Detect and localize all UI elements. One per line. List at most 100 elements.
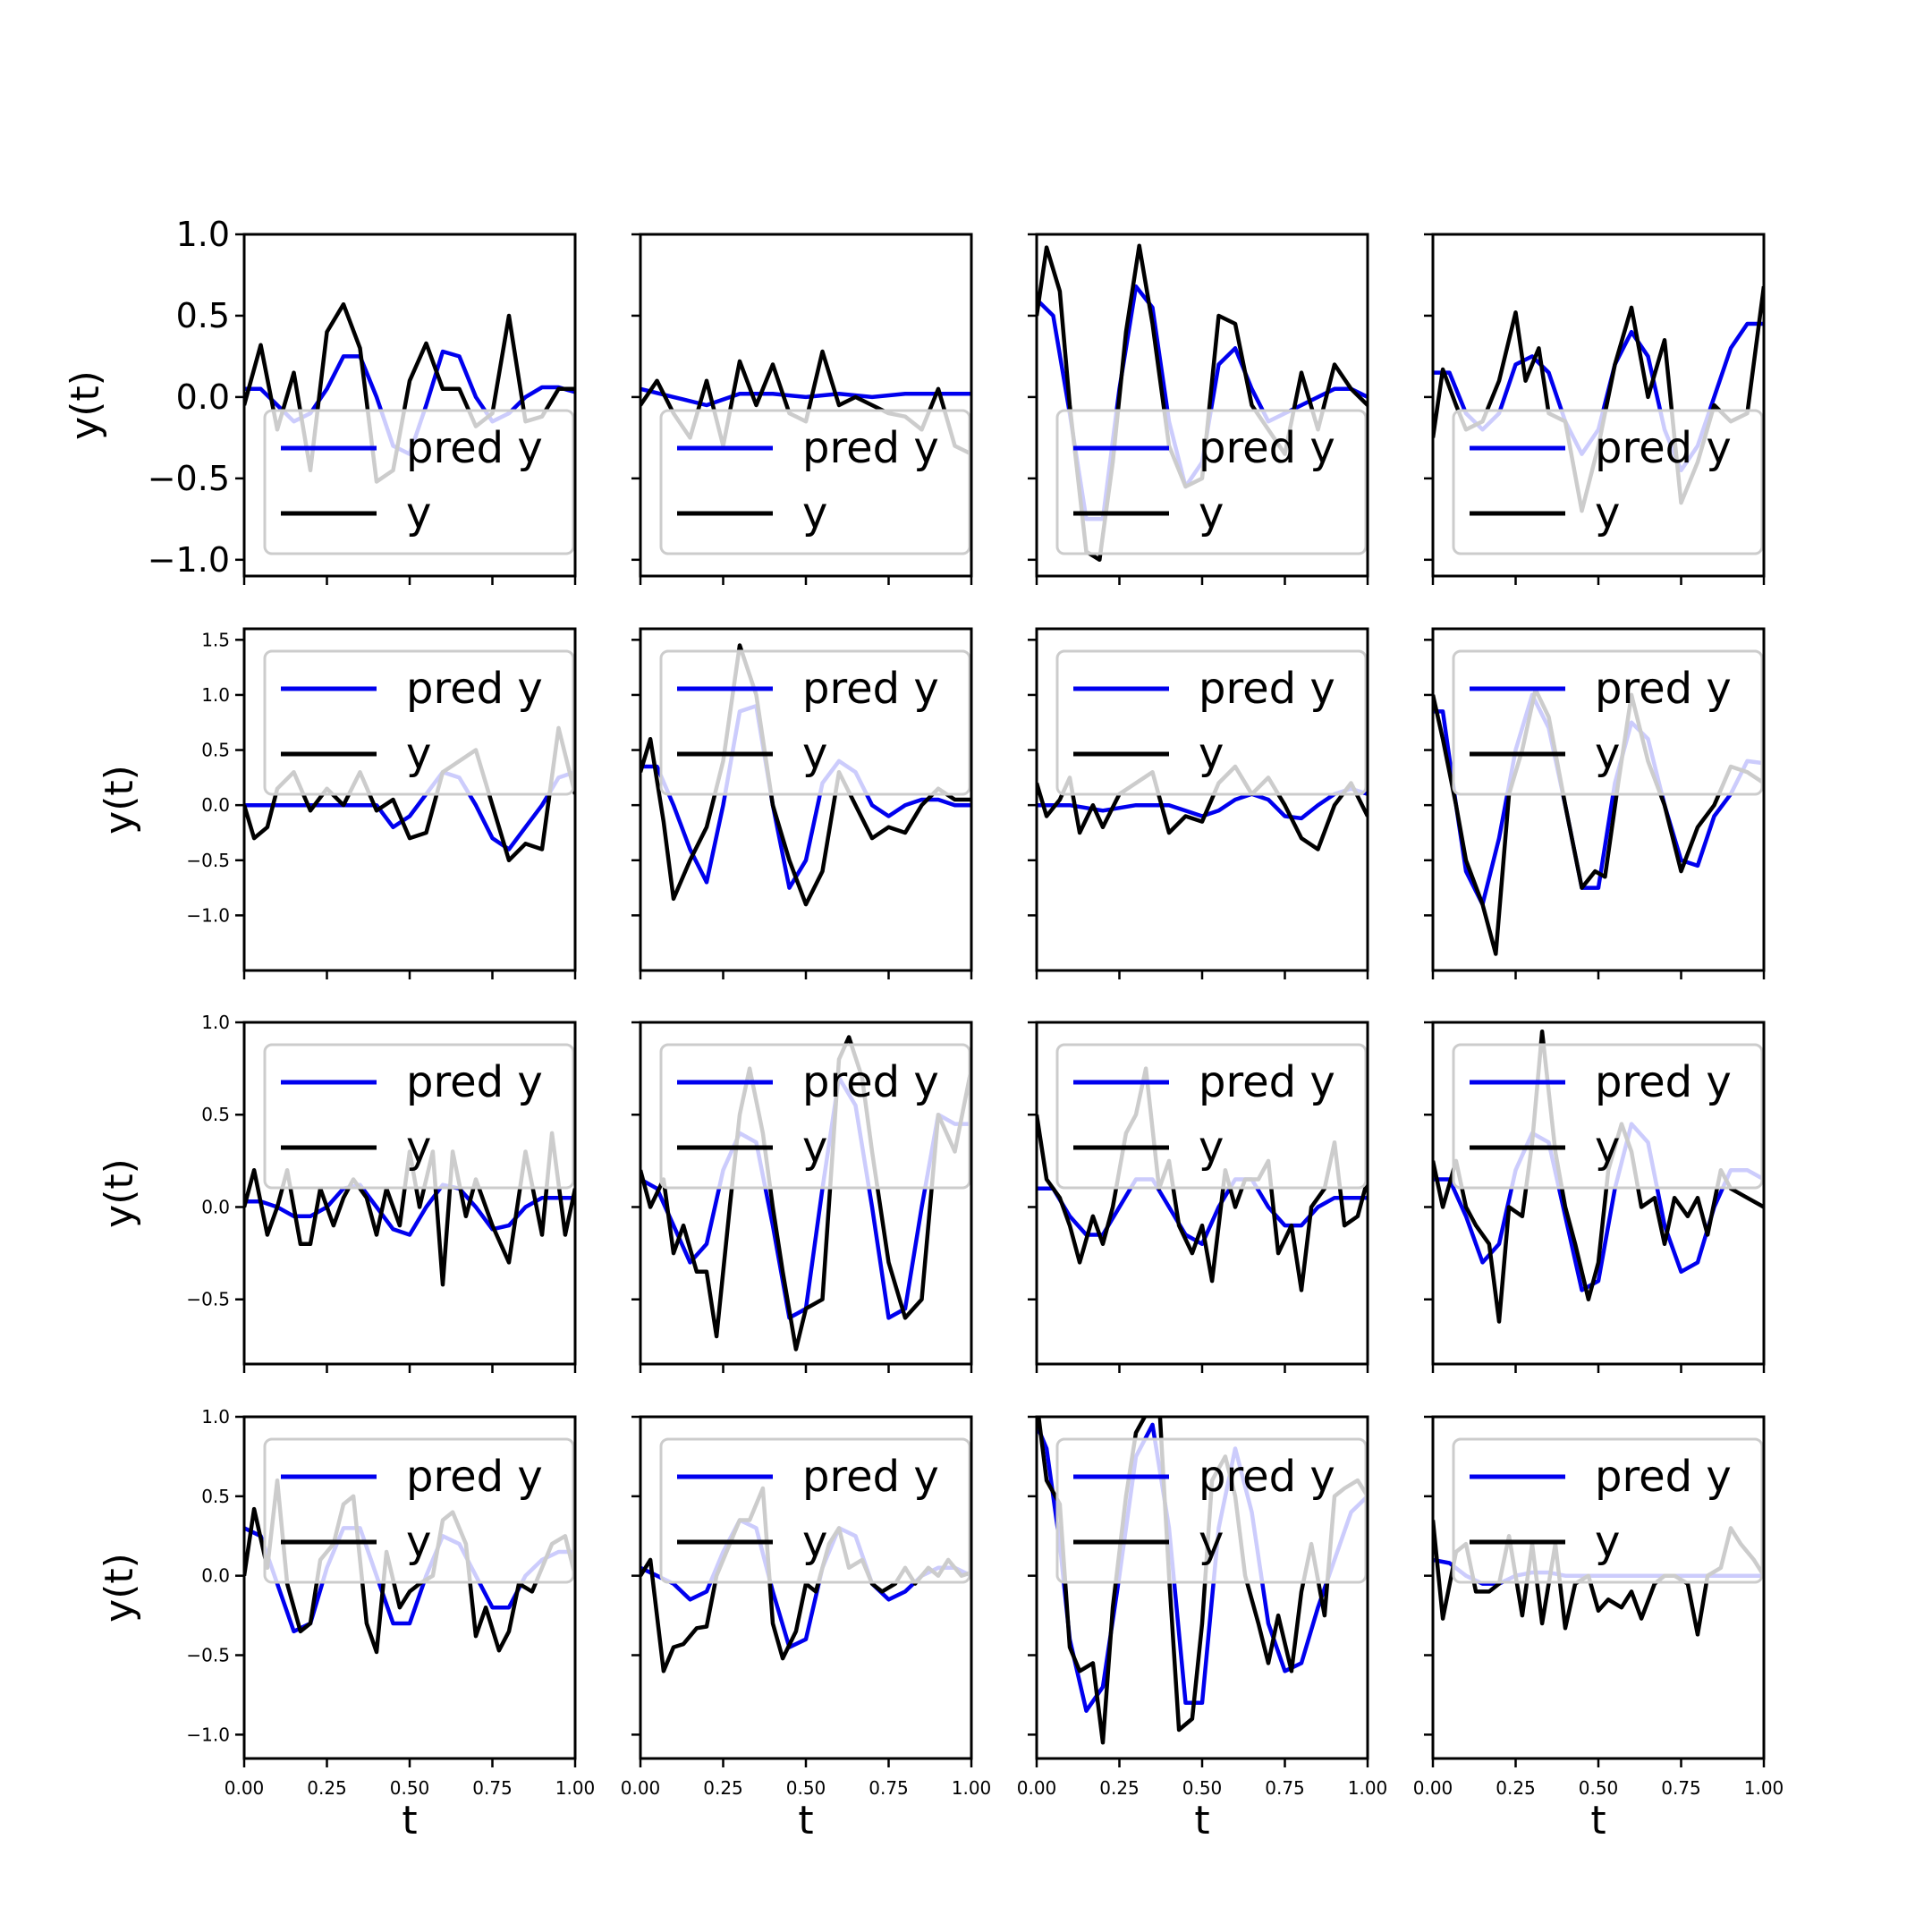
- legend-pred-y-label: pred y: [406, 664, 543, 714]
- legend-pred-y-label: pred y: [1595, 1057, 1732, 1107]
- legend-pred-y-label: pred y: [1199, 1057, 1335, 1107]
- legend-pred-y-label: pred y: [802, 423, 939, 473]
- legend-pred-y-label: pred y: [406, 423, 543, 473]
- legend-pred-y-label: pred y: [406, 1057, 543, 1107]
- y-axis-label: y(t): [63, 370, 108, 440]
- y-tick-label: 1.5: [201, 629, 230, 650]
- legend-y-label: y: [1595, 488, 1620, 538]
- subplot-grid: pred yy1.00.50.0−0.5−1.0y(t)pred yypred …: [63, 215, 1784, 1843]
- pred-y-line: [640, 386, 971, 408]
- series-group: [244, 1478, 575, 1655]
- subplot-r2-c0: pred y y 1.0 0.5 0.0 −0.5 y(t): [97, 1012, 577, 1373]
- x-tick-label: 0.50: [786, 1777, 826, 1799]
- y-tick-label: −0.5: [186, 1289, 230, 1310]
- subplot-r3-c0: pred y y 1.0 0.5 0.0 −0.5 −1.0 0.00 0.25 0.50 0.75…: [97, 1406, 595, 1843]
- y-tick-label: 0.5: [201, 1104, 230, 1125]
- legend-y-label: y: [406, 1517, 431, 1567]
- legend-y-label: y: [406, 488, 431, 538]
- pred-y-line: [244, 1182, 575, 1237]
- series-group: [640, 1035, 971, 1352]
- legend-y-label: y: [1199, 729, 1224, 779]
- y-tick-label: −0.5: [148, 459, 230, 498]
- x-tick-label: 0.75: [1265, 1777, 1305, 1799]
- y-tick-label: −1.0: [186, 1724, 230, 1745]
- x-axis-label: t: [1590, 1798, 1606, 1843]
- x-tick-label: 1.00: [1348, 1777, 1388, 1799]
- legend-pred-y-label: pred y: [802, 1452, 939, 1502]
- subplot-r1-c1: pred y y: [631, 627, 973, 979]
- series-group: [640, 643, 971, 907]
- legend-y-label: y: [1199, 1123, 1224, 1173]
- subplot-r2-c3: pred y y: [1424, 1021, 1766, 1373]
- y-tick-label: −1.0: [148, 540, 230, 580]
- subplot-r0-c2: pred y y: [1028, 233, 1369, 585]
- y-tick-label: −0.5: [186, 850, 230, 871]
- legend-pred-y-label: pred y: [406, 1452, 543, 1502]
- x-tick-label: 0.25: [1496, 1777, 1536, 1799]
- legend-y-label: y: [406, 1123, 431, 1173]
- y-line: [244, 301, 575, 484]
- subplot-r0-c3: pred y y: [1424, 233, 1766, 585]
- x-tick-label: 0.25: [703, 1777, 743, 1799]
- y-line: [244, 1131, 575, 1287]
- y-tick-label: 0.5: [201, 1486, 230, 1507]
- legend-pred-y-label: pred y: [1595, 1452, 1732, 1502]
- y-axis-label: y(t): [97, 765, 142, 835]
- legend-pred-y-label: pred y: [1199, 1452, 1335, 1502]
- series-group: [1037, 1066, 1368, 1292]
- x-tick-label: 0.00: [1017, 1777, 1057, 1799]
- legend-y-label: y: [1199, 1517, 1224, 1567]
- x-tick-label: 0.50: [390, 1777, 430, 1799]
- x-axis-label: t: [1194, 1798, 1209, 1843]
- legend-pred-y-label: pred y: [1595, 423, 1732, 473]
- y-line: [640, 1486, 971, 1674]
- subplot-r3-c3: pred y y 0.00 0.25 0.50 0.75 1.00 t: [1413, 1415, 1784, 1843]
- y-tick-label: 0.0: [201, 1196, 230, 1217]
- legend-y-label: y: [406, 729, 431, 779]
- legend-pred-y-label: pred y: [1595, 664, 1732, 714]
- x-tick-label: 1.00: [952, 1777, 992, 1799]
- y-line: [1433, 1030, 1764, 1324]
- y-line: [640, 643, 971, 907]
- y-tick-label: −0.5: [186, 1645, 230, 1666]
- legend-pred-y-label: pred y: [802, 1057, 939, 1107]
- legend-pred-y-label: pred y: [1199, 664, 1335, 714]
- x-axis-label: t: [402, 1798, 417, 1843]
- series-group: [244, 1131, 575, 1287]
- y-tick-label: 0.0: [176, 377, 230, 417]
- subplot-r2-c2: pred y y: [1028, 1021, 1369, 1373]
- y-tick-label: −1.0: [186, 904, 230, 926]
- legend-y-label: y: [1595, 1517, 1620, 1567]
- y-tick-label: 0.0: [201, 794, 230, 816]
- y-line: [640, 1035, 971, 1352]
- x-tick-label: 1.00: [1744, 1777, 1784, 1799]
- legend-y-label: y: [1595, 729, 1620, 779]
- legend-y-label: y: [802, 488, 827, 538]
- series-group: [1433, 687, 1764, 956]
- x-tick-label: 0.50: [1579, 1777, 1619, 1799]
- legend-pred-y-label: pred y: [802, 664, 939, 714]
- x-tick-label: 0.00: [225, 1777, 265, 1799]
- series-group: [1037, 764, 1368, 852]
- x-tick-label: 0.50: [1182, 1777, 1223, 1799]
- legend-pred-y-label: pred y: [1199, 423, 1335, 473]
- x-tick-label: 0.75: [869, 1777, 909, 1799]
- x-tick-label: 0.25: [307, 1777, 347, 1799]
- legend-y-label: y: [802, 1517, 827, 1567]
- y-line: [1037, 1066, 1368, 1292]
- subplot-r0-c1: pred y y: [631, 233, 973, 585]
- x-axis-label: t: [798, 1798, 813, 1843]
- subplot-r1-c0: pred y y 1.5 1.0 0.5 0.0 −0.5 −1.0 y(t): [97, 627, 577, 979]
- y-tick-label: 0.5: [176, 296, 230, 335]
- subplot-r3-c1: pred y y 0.00 0.25 0.50 0.75 1.00 t: [621, 1415, 992, 1843]
- x-tick-label: 0.00: [621, 1777, 661, 1799]
- y-tick-label: 1.0: [176, 215, 230, 254]
- y-tick-label: 1.0: [201, 1406, 230, 1428]
- y-line: [1433, 687, 1764, 956]
- legend-y-label: y: [802, 1123, 827, 1173]
- legend-y-label: y: [802, 729, 827, 779]
- subplot-r2-c1: pred y y: [631, 1021, 973, 1373]
- pred-y-line: [1037, 786, 1368, 821]
